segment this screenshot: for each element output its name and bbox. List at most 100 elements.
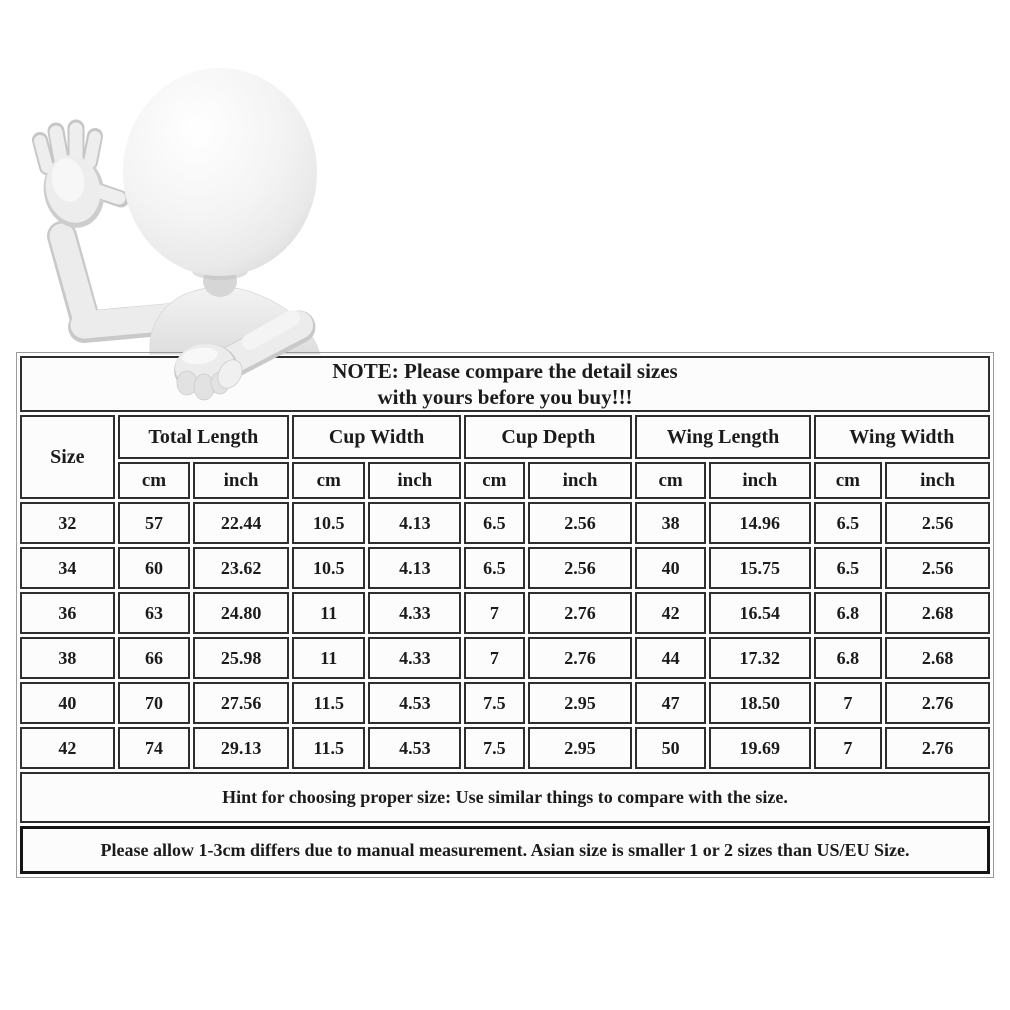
note-line-1: NOTE: Please compare the detail sizes — [332, 359, 678, 383]
value-cell: 7 — [464, 592, 525, 634]
size-cell: 36 — [20, 592, 115, 634]
value-cell: 6.5 — [464, 547, 525, 589]
value-cell: 2.95 — [527, 682, 633, 724]
value-cell: 4.33 — [368, 592, 462, 634]
disclaimer-cell: Please allow 1-3cm differs due to manual… — [20, 826, 990, 874]
value-cell: 2.76 — [527, 592, 633, 634]
unit-inch-cell: inch — [368, 462, 462, 499]
note-cell: NOTE: Please compare the detail sizes wi… — [20, 356, 990, 412]
group-header-total-length: Total Length — [117, 415, 289, 459]
value-cell: 4.13 — [368, 502, 462, 544]
value-cell: 74 — [117, 727, 191, 769]
size-cell: 42 — [20, 727, 115, 769]
hint-cell: Hint for choosing proper size: Use simil… — [20, 772, 990, 823]
unit-cm-cell: cm — [635, 462, 706, 499]
chin-shadow — [192, 262, 248, 280]
value-cell: 70 — [117, 682, 191, 724]
size-table-body: 32 57 22.44 10.5 4.13 6.5 2.56 38 14.96 6.5 2.56 34… — [20, 502, 990, 769]
value-cell: 2.56 — [885, 502, 990, 544]
value-cell: 18.50 — [708, 682, 811, 724]
hint-row: Hint for choosing proper size: Use simil… — [20, 772, 990, 823]
value-cell: 4.13 — [368, 547, 462, 589]
value-cell: 6.5 — [464, 502, 525, 544]
head — [123, 68, 317, 276]
group-header-cup-width: Cup Width — [291, 415, 462, 459]
table-footer-section: Hint for choosing proper size: Use simil… — [20, 772, 990, 874]
value-cell: 4.53 — [368, 682, 462, 724]
unit-inch-cell: inch — [708, 462, 811, 499]
note-row: NOTE: Please compare the detail sizes wi… — [20, 356, 990, 412]
value-cell: 10.5 — [291, 502, 366, 544]
value-cell: 66 — [117, 637, 191, 679]
table-row: 42 74 29.13 11.5 4.53 7.5 2.95 50 19.69 7 2.76 — [20, 727, 990, 769]
value-cell: 6.5 — [813, 547, 883, 589]
value-cell: 4.33 — [368, 637, 462, 679]
value-cell: 38 — [635, 502, 706, 544]
value-cell: 63 — [117, 592, 191, 634]
value-cell: 6.8 — [813, 592, 883, 634]
neck — [203, 265, 237, 297]
value-cell: 15.75 — [708, 547, 811, 589]
value-cell: 19.69 — [708, 727, 811, 769]
value-cell: 7.5 — [464, 682, 525, 724]
unit-inch-cell: inch — [885, 462, 990, 499]
value-cell: 57 — [117, 502, 191, 544]
value-cell: 47 — [635, 682, 706, 724]
disclaimer-row: Please allow 1-3cm differs due to manual… — [20, 826, 990, 874]
unit-inch-cell: inch — [193, 462, 289, 499]
resting-hand-icon — [174, 310, 316, 401]
value-cell: 4.53 — [368, 727, 462, 769]
value-cell: 16.54 — [708, 592, 811, 634]
note-line-2: with yours before you buy!!! — [377, 385, 633, 409]
value-cell: 23.62 — [193, 547, 289, 589]
value-cell: 11 — [291, 592, 366, 634]
value-cell: 7.5 — [464, 727, 525, 769]
value-cell: 25.98 — [193, 637, 289, 679]
table-row: 40 70 27.56 11.5 4.53 7.5 2.95 47 18.50 7 2.76 — [20, 682, 990, 724]
unit-row: cm inch cm inch cm inch cm inch cm inch — [20, 462, 990, 499]
torso — [149, 286, 321, 355]
unit-cm-cell: cm — [291, 462, 366, 499]
value-cell: 11.5 — [291, 727, 366, 769]
group-header-wing-length: Wing Length — [635, 415, 811, 459]
table-row: 38 66 25.98 11 4.33 7 2.76 44 17.32 6.8 2.68 — [20, 637, 990, 679]
value-cell: 6.8 — [813, 637, 883, 679]
value-cell: 2.76 — [885, 682, 990, 724]
group-header-wing-width: Wing Width — [813, 415, 990, 459]
raised-arm — [47, 221, 188, 343]
value-cell: 2.95 — [527, 727, 633, 769]
column-group-row: Size Total Length Cup Width Cup Depth Wi… — [20, 415, 990, 499]
unit-cm-cell: cm — [464, 462, 525, 499]
table-row: 34 60 23.62 10.5 4.13 6.5 2.56 40 15.75 6.5 2.56 — [20, 547, 990, 589]
value-cell: 22.44 — [193, 502, 289, 544]
value-cell: 2.76 — [527, 637, 633, 679]
size-cell: 40 — [20, 682, 115, 724]
unit-cm-cell: cm — [117, 462, 191, 499]
value-cell: 44 — [635, 637, 706, 679]
value-cell: 14.96 — [708, 502, 811, 544]
waving-hand — [32, 119, 130, 228]
unit-cm-cell: cm — [813, 462, 883, 499]
value-cell: 10.5 — [291, 547, 366, 589]
size-table: NOTE: Please compare the detail sizes wi… — [16, 352, 994, 878]
value-cell: 50 — [635, 727, 706, 769]
value-cell: 2.56 — [885, 547, 990, 589]
table-header-section: NOTE: Please compare the detail sizes wi… — [20, 356, 990, 499]
value-cell: 2.76 — [885, 727, 990, 769]
value-cell: 7 — [464, 637, 525, 679]
value-cell: 27.56 — [193, 682, 289, 724]
value-cell: 60 — [117, 547, 191, 589]
group-header-cup-depth: Cup Depth — [464, 415, 633, 459]
value-cell: 40 — [635, 547, 706, 589]
value-cell: 11.5 — [291, 682, 366, 724]
value-cell: 7 — [813, 682, 883, 724]
table-row: 32 57 22.44 10.5 4.13 6.5 2.56 38 14.96 6.5 2.56 — [20, 502, 990, 544]
size-cell: 34 — [20, 547, 115, 589]
value-cell: 2.56 — [527, 547, 633, 589]
size-column-header: Size — [20, 415, 115, 499]
value-cell: 6.5 — [813, 502, 883, 544]
value-cell: 42 — [635, 592, 706, 634]
value-cell: 7 — [813, 727, 883, 769]
waving-person-icon — [32, 68, 321, 355]
